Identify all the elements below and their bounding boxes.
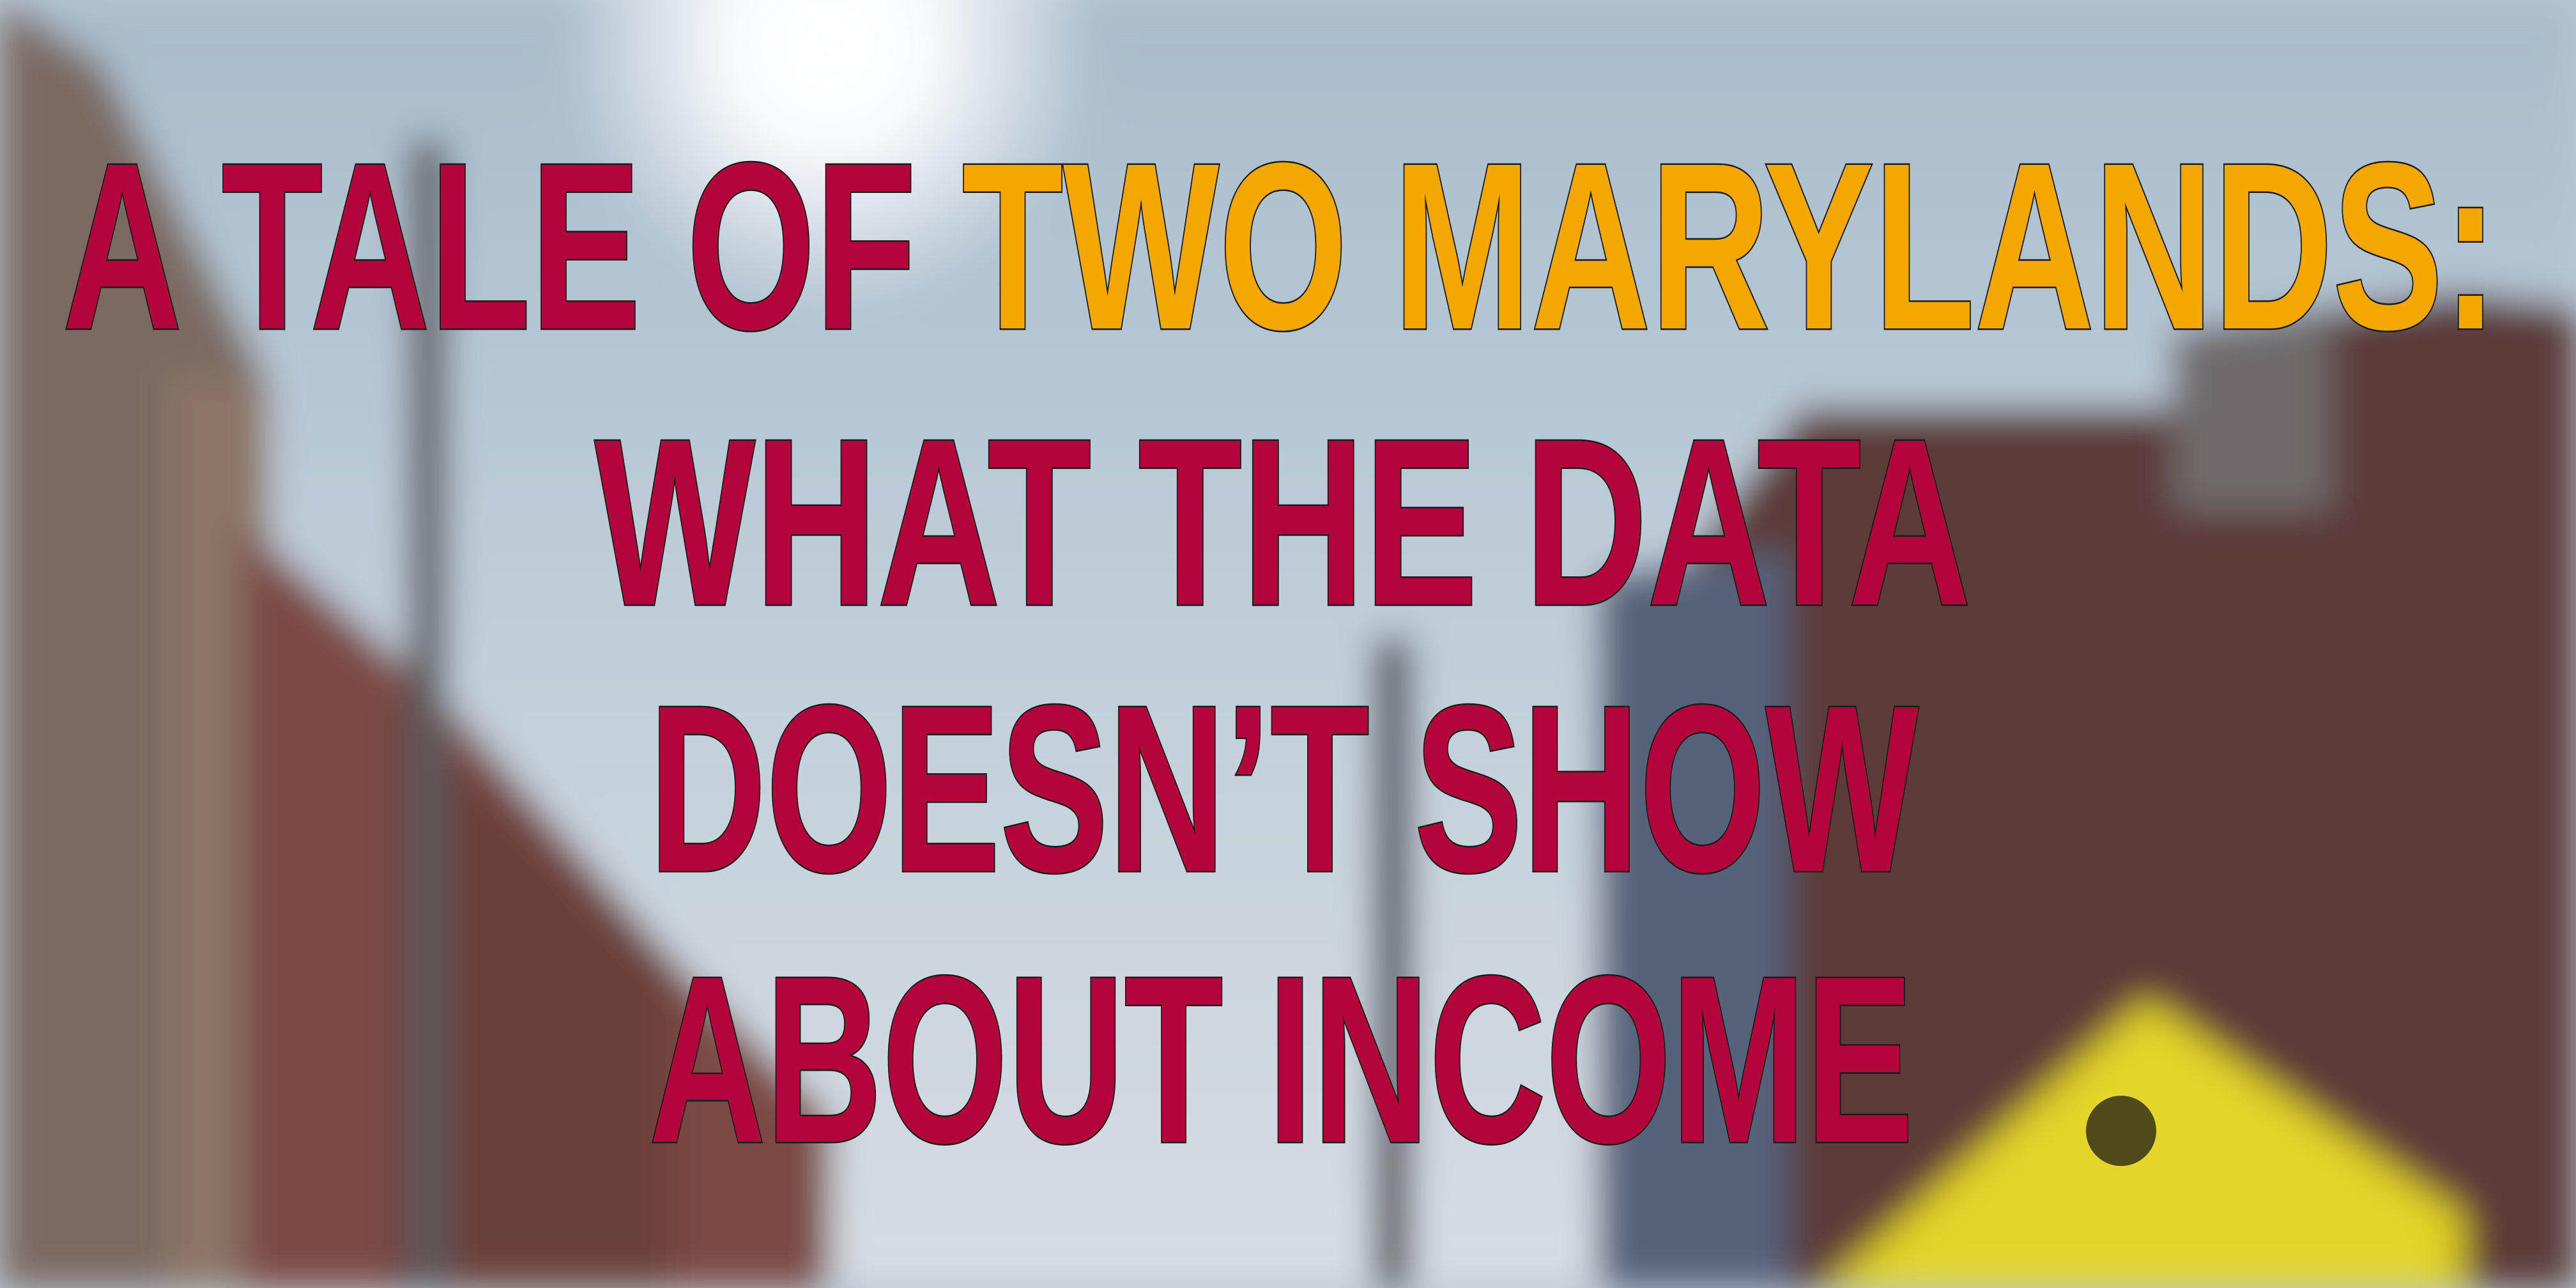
headline-text: A TALE OF	[63, 113, 916, 379]
headline-line: WHAT THE DATA	[595, 389, 1971, 655]
sign-icon	[2086, 1096, 2156, 1166]
headline-line: ABOUT INCOME	[649, 926, 1913, 1192]
headline: A TALE OF TWO MARYLANDS: WHAT THE DATA D…	[61, 112, 2500, 1194]
headline-line: DOESN’T SHOW	[649, 656, 1920, 921]
headline-line: A TALE OF TWO MARYLANDS:	[63, 113, 2498, 379]
headline-highlight: TWO MARYLANDS:	[962, 113, 2498, 379]
